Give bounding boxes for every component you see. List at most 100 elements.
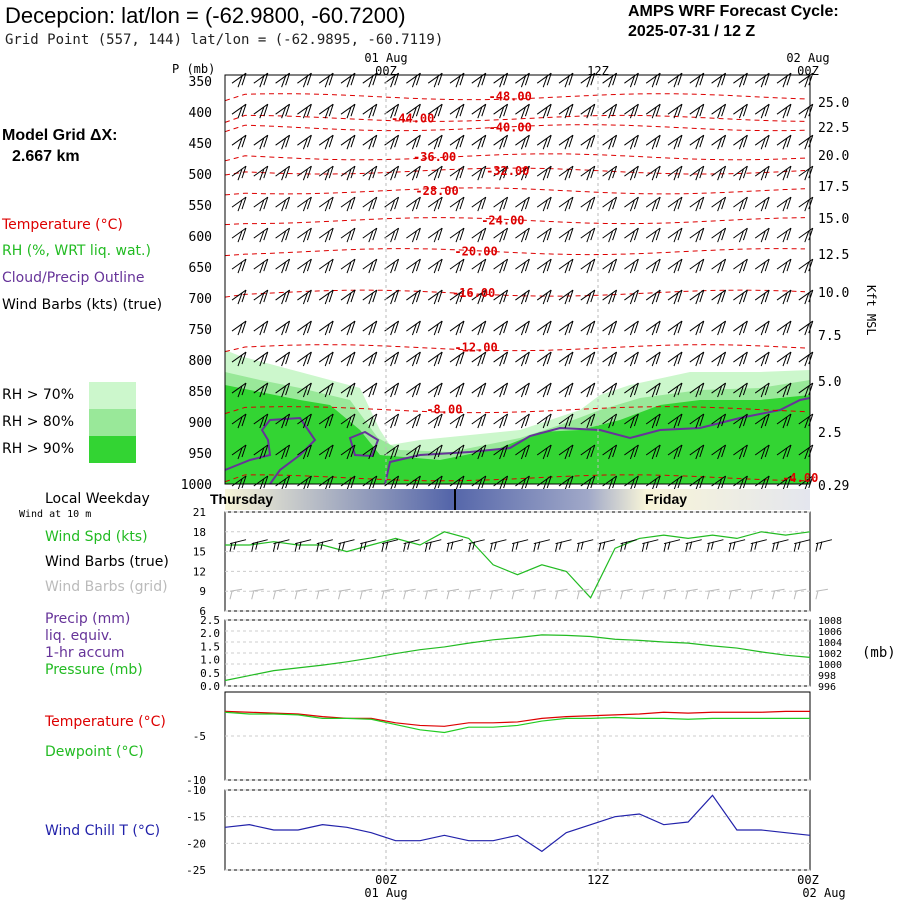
wind-barb bbox=[515, 382, 530, 398]
wind-barb bbox=[689, 134, 705, 150]
temperature-panel-frame bbox=[224, 691, 811, 781]
wind-barb bbox=[558, 320, 574, 336]
surface-wind-barb bbox=[229, 539, 247, 552]
top-date-label: 01 Aug bbox=[364, 51, 407, 65]
wind-barb bbox=[776, 413, 792, 429]
wind-barb bbox=[275, 165, 291, 181]
wind-barb bbox=[711, 196, 727, 212]
surface-wind-barb bbox=[489, 539, 507, 552]
wind-barb bbox=[427, 165, 443, 181]
wind-barb bbox=[602, 413, 618, 429]
wind-barb bbox=[427, 382, 443, 398]
wind-barb bbox=[667, 103, 683, 119]
series-line bbox=[224, 710, 810, 727]
grid-wind-barb bbox=[446, 588, 460, 592]
wind-barb bbox=[253, 134, 269, 150]
wind-barb bbox=[253, 227, 269, 243]
temperature-contour-label: -36.00 bbox=[413, 150, 456, 164]
wind-barb bbox=[471, 258, 487, 274]
cycle-line-1: AMPS WRF Forecast Cycle: bbox=[628, 3, 839, 20]
temperature-contour bbox=[224, 248, 806, 257]
surface-wind-barb bbox=[316, 539, 333, 552]
temperature-contour bbox=[224, 167, 806, 176]
wind-barb bbox=[297, 165, 312, 181]
wind-barb bbox=[667, 320, 683, 336]
wind-barb bbox=[580, 320, 596, 336]
local-weekday-label: Local Weekday bbox=[45, 491, 150, 507]
wind-barb bbox=[471, 320, 487, 336]
grid-wind-barb bbox=[793, 591, 797, 600]
wind-barb bbox=[536, 413, 552, 429]
wind-barb bbox=[427, 196, 443, 212]
wind-barb bbox=[515, 227, 530, 243]
wind-barb bbox=[297, 289, 312, 305]
wind-barb bbox=[580, 382, 596, 398]
wind-barb bbox=[231, 320, 247, 336]
bottom-date-label: 01 Aug bbox=[364, 886, 407, 900]
top-time-label: 00Z bbox=[797, 64, 819, 78]
p-tick-label: 600 bbox=[189, 230, 212, 245]
wind-barb bbox=[776, 351, 792, 367]
wind-barb bbox=[362, 103, 378, 119]
wind-barb bbox=[318, 227, 334, 243]
wind-barb bbox=[776, 134, 792, 150]
temperature-contour bbox=[224, 289, 806, 298]
wind-barb bbox=[297, 227, 312, 243]
wind-barb bbox=[362, 320, 378, 336]
wind-barb bbox=[231, 258, 247, 274]
y-tick-label: -5 bbox=[193, 730, 206, 743]
wind-barb bbox=[427, 413, 443, 429]
top-date-label: 02 Aug bbox=[786, 51, 829, 65]
wind-barb bbox=[449, 289, 465, 305]
wind-barb bbox=[645, 196, 661, 212]
grid-wind-barb bbox=[533, 591, 537, 600]
wind-barb bbox=[449, 351, 465, 367]
temperature-contour-label: -40.00 bbox=[489, 121, 532, 135]
surface-wind-barb bbox=[793, 539, 811, 552]
wind-barb bbox=[406, 134, 421, 150]
grid-wind-barb bbox=[359, 591, 363, 600]
wind-barb bbox=[406, 196, 421, 212]
wind-barb bbox=[580, 444, 596, 460]
wind-barb bbox=[231, 413, 247, 429]
wind-barb bbox=[340, 258, 356, 274]
wind-barb bbox=[733, 382, 748, 398]
wind-barb bbox=[711, 382, 727, 398]
pressure-label: Pressure (mb) bbox=[45, 662, 143, 678]
wind-barb bbox=[340, 165, 356, 181]
wind-barb bbox=[602, 165, 618, 181]
grid-wind-barb bbox=[360, 588, 373, 592]
grid-wind-barb bbox=[576, 591, 580, 600]
wind-barb bbox=[536, 103, 552, 119]
wind-barb bbox=[558, 165, 574, 181]
wind-barb bbox=[340, 413, 356, 429]
wind-barb bbox=[624, 413, 639, 429]
grid-wind-barb bbox=[728, 591, 732, 600]
wind-barb bbox=[406, 289, 421, 305]
p-tick-label: 650 bbox=[189, 261, 212, 276]
wind-at-10m-label: Wind at 10 m bbox=[19, 509, 92, 520]
legend-cloud: Cloud/Precip Outline bbox=[2, 270, 145, 286]
p-tick-label: 800 bbox=[189, 354, 212, 369]
wind-barb bbox=[624, 165, 639, 181]
temperature-contour bbox=[224, 406, 806, 415]
p-tick-label: 500 bbox=[189, 168, 212, 183]
wind-barb bbox=[362, 165, 378, 181]
precip-tick-label: 1.5 bbox=[200, 640, 220, 653]
wind-barb bbox=[362, 289, 378, 305]
wind-barb bbox=[384, 382, 400, 398]
wind-barb bbox=[406, 351, 421, 367]
wind-barb bbox=[645, 103, 661, 119]
wind-barb bbox=[515, 165, 530, 181]
wind-barb bbox=[340, 320, 356, 336]
kft-tick-label: 0.29 bbox=[818, 479, 849, 494]
wind-barb bbox=[536, 227, 552, 243]
wind-barb bbox=[689, 227, 705, 243]
wind-barb bbox=[449, 320, 465, 336]
wind-barb bbox=[340, 351, 356, 367]
wind-barb bbox=[449, 134, 465, 150]
cloud-outline bbox=[384, 397, 811, 485]
pressure-tick-label: 1002 bbox=[818, 649, 842, 660]
wind-barb bbox=[711, 165, 727, 181]
wind-barb bbox=[754, 413, 770, 429]
